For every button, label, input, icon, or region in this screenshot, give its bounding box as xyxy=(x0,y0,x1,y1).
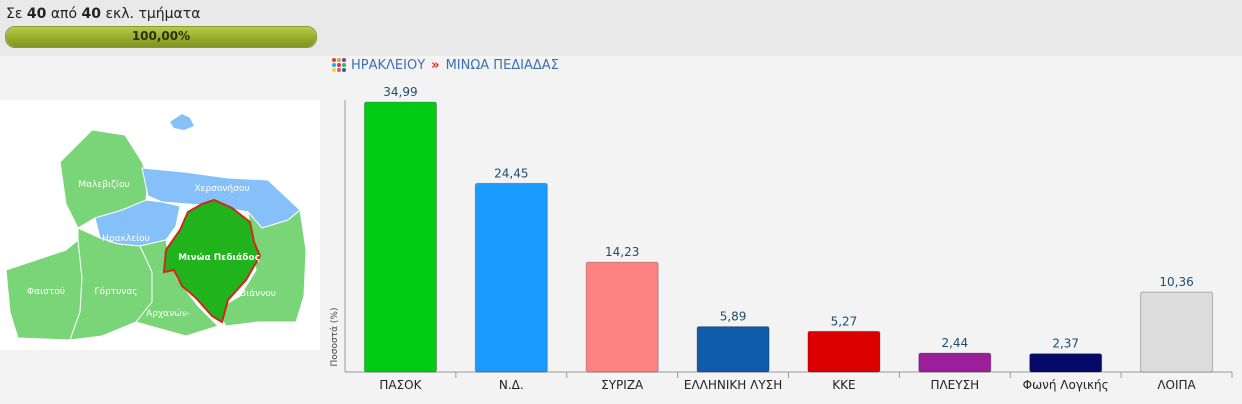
progress-bar: 100,00% xyxy=(5,26,317,48)
colored-dots-icon xyxy=(332,58,346,72)
sections-count: Σε 40 από 40 εκλ. τμήματα xyxy=(6,6,200,22)
bar-chart-svg: Ποσοστά (%) 34,99 ΠΑΣΟΚ 24,45 Ν.Δ. 14,23 ΣΥΡΙ… xyxy=(330,85,1233,392)
bar-5[interactable] xyxy=(918,352,992,373)
results-chart: Ποσοστά (%) 34,99 ΠΑΣΟΚ 24,45 Ν.Δ. 14,23 ΣΥΡΙ… xyxy=(320,70,1240,404)
bar-3[interactable] xyxy=(696,326,770,373)
breadcrumb-municipality: ΜΙΝΩΑ ΠΕΔΙΑΔΑΣ xyxy=(445,57,559,73)
map-label-faistos: Φαιστού xyxy=(27,286,65,297)
bar-2[interactable] xyxy=(585,261,659,373)
bar-4[interactable] xyxy=(807,330,881,373)
map-label-viannos: Βιάννου xyxy=(240,289,276,299)
map-label-malevizi: Μαλεβιζίου xyxy=(78,180,129,190)
map-label-archanes: Αρχανών- xyxy=(146,308,190,319)
y-axis-label: Ποσοστά (%) xyxy=(330,308,340,367)
map-svg: Μαλεβιζίου Χερσονήσου Ηρακλείου Μινώα Πε… xyxy=(5,114,307,341)
x-tick-label-5: ΠΛΕΥΣΗ xyxy=(930,378,979,392)
breadcrumb: ΗΡΑΚΛΕΙΟΥ » ΜΙΝΩΑ ΠΕΔΙΑΔΑΣ xyxy=(331,57,559,73)
bar-1[interactable] xyxy=(474,182,548,373)
map-label-chersonisos: Χερσονήσου xyxy=(194,184,249,194)
x-tick-label-3: ΕΛΛΗΝΙΚΗ ΛΥΣΗ xyxy=(684,378,782,392)
bar-value-label-2: 14,23 xyxy=(605,245,639,259)
bar-value-label-7: 10,36 xyxy=(1159,275,1193,289)
progress-fill xyxy=(6,27,316,47)
bar-value-label-6: 2,37 xyxy=(1052,337,1079,351)
top-bar: Σε 40 από 40 εκλ. τμήματα 100,00% xyxy=(0,0,1242,56)
bar-value-label-5: 2,44 xyxy=(941,336,968,350)
breadcrumb-separator: » xyxy=(431,57,440,73)
map-label-gortyna: Γόρτυνας xyxy=(94,286,137,297)
map-region-viannos[interactable] xyxy=(215,209,307,327)
count-middle: από xyxy=(50,6,78,22)
map-region-minoa-selected[interactable] xyxy=(162,198,262,324)
map-label-minoa: Μινώα Πεδιάδος xyxy=(178,252,260,263)
map-label-irakleio: Ηρακλείου xyxy=(102,234,150,244)
x-tick-label-2: ΣΥΡΙΖΑ xyxy=(601,378,644,392)
x-tick-label-1: Ν.Δ. xyxy=(499,378,524,392)
reported-count: 40 xyxy=(26,6,47,22)
total-count: 40 xyxy=(81,6,101,22)
x-tick-label-0: ΠΑΣΟΚ xyxy=(379,378,422,392)
bar-value-label-3: 5,89 xyxy=(720,310,747,324)
x-tick-label-4: ΚΚΕ xyxy=(832,378,855,392)
bar-value-label-1: 24,45 xyxy=(494,166,528,180)
bar-6[interactable] xyxy=(1029,353,1103,373)
bar-value-label-4: 5,27 xyxy=(831,314,858,328)
bar-7[interactable] xyxy=(1140,291,1214,373)
bar-value-label-0: 34,99 xyxy=(383,85,417,99)
regional-map: Μαλεβιζίου Χερσονήσου Ηρακλείου Μινώα Πε… xyxy=(0,100,320,350)
x-tick-label-7: ΛΟΙΠΑ xyxy=(1157,378,1196,392)
count-suffix: εκλ. τμήματα xyxy=(105,6,201,22)
count-prefix: Σε xyxy=(6,6,23,22)
breadcrumb-prefecture[interactable]: ΗΡΑΚΛΕΙΟΥ xyxy=(351,57,426,73)
bar-0[interactable] xyxy=(363,101,437,373)
progress-label: 100,00% xyxy=(131,29,191,43)
x-tick-label-6: Φωνή Λογικής xyxy=(1023,378,1109,392)
map-islet xyxy=(170,114,194,130)
